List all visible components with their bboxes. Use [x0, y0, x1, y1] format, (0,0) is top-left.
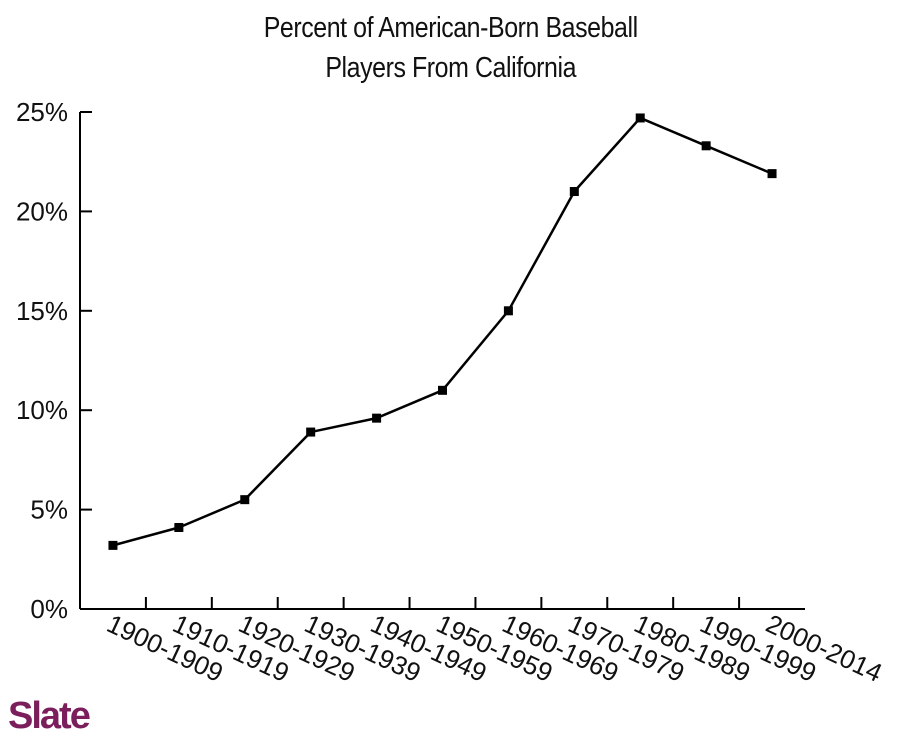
data-point — [372, 413, 382, 423]
y-tick-label: 15% — [16, 296, 68, 326]
slate-logo: Slate — [8, 695, 91, 737]
data-point — [767, 169, 777, 179]
data-point — [174, 522, 184, 532]
data-point — [503, 306, 513, 316]
data-point — [240, 495, 250, 505]
data-point — [108, 540, 118, 550]
y-tick-label: 0% — [30, 594, 68, 624]
data-point — [306, 427, 316, 437]
y-tick-label: 10% — [16, 395, 68, 425]
data-point — [701, 141, 711, 151]
chart-title-line-2: Players From California — [325, 52, 577, 84]
y-tick-label: 20% — [16, 196, 68, 226]
y-tick-label: 25% — [16, 97, 68, 127]
data-point — [569, 187, 579, 197]
data-point — [635, 113, 645, 123]
chart-title-line-1: Percent of American-Born Baseball — [263, 12, 638, 44]
chart-title: Percent of American-Born Baseball Player… — [64, 8, 838, 88]
data-line — [112, 116, 773, 547]
y-tick-label: 5% — [30, 495, 68, 525]
data-point — [438, 385, 447, 395]
